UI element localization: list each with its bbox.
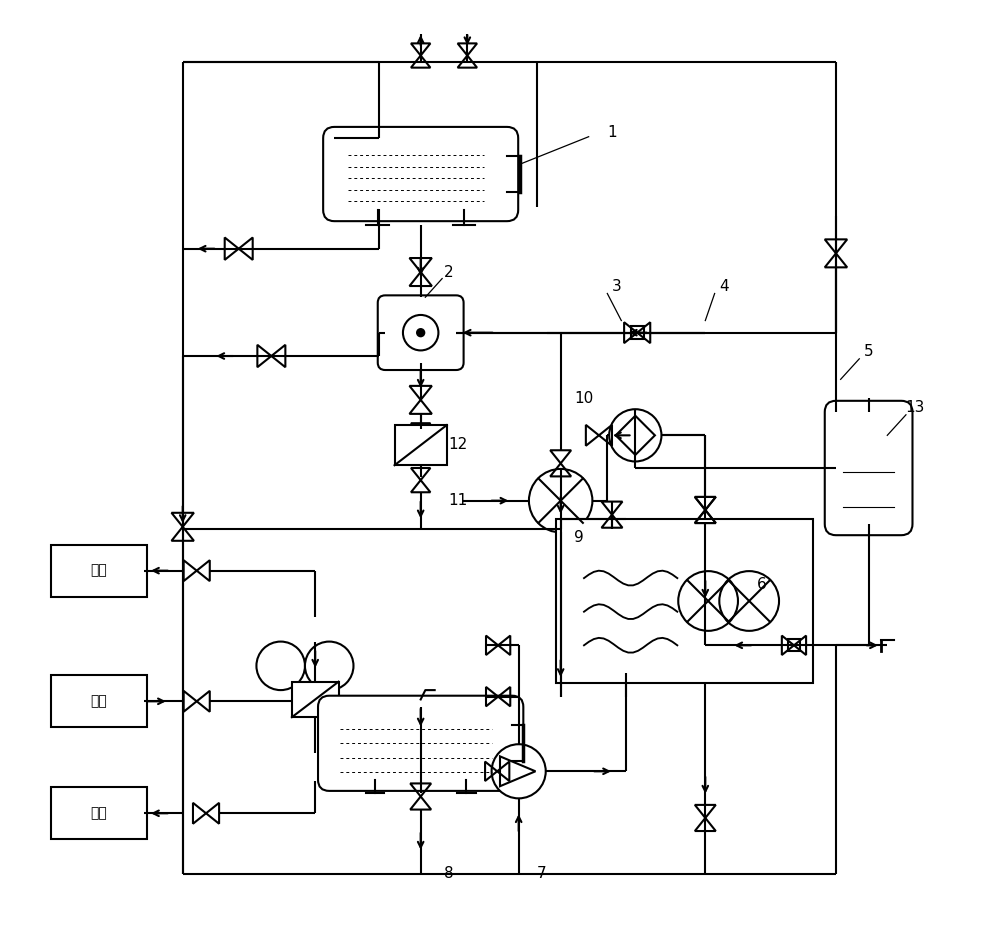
Text: 13: 13 xyxy=(906,400,925,415)
Circle shape xyxy=(609,409,661,461)
Circle shape xyxy=(305,641,353,690)
Text: 10: 10 xyxy=(574,390,594,405)
FancyBboxPatch shape xyxy=(378,296,464,370)
Text: 1: 1 xyxy=(607,124,617,139)
FancyBboxPatch shape xyxy=(51,787,147,840)
Text: 4: 4 xyxy=(719,279,729,294)
Text: 排油: 排油 xyxy=(90,563,107,578)
Text: 排污: 排污 xyxy=(90,806,107,820)
Bar xyxy=(292,681,339,717)
Text: 8: 8 xyxy=(444,867,453,882)
Text: 3: 3 xyxy=(612,279,622,294)
Circle shape xyxy=(403,314,438,350)
Bar xyxy=(395,425,447,465)
Text: 2: 2 xyxy=(444,265,453,280)
Text: 6: 6 xyxy=(756,578,766,592)
Circle shape xyxy=(492,744,546,798)
Text: 7: 7 xyxy=(537,867,547,882)
Bar xyxy=(788,639,800,651)
Bar xyxy=(631,326,644,339)
Text: 注油: 注油 xyxy=(90,695,107,709)
FancyBboxPatch shape xyxy=(825,401,912,535)
Text: 5: 5 xyxy=(864,344,873,358)
Text: 12: 12 xyxy=(448,437,468,452)
FancyBboxPatch shape xyxy=(51,545,147,597)
Text: 9: 9 xyxy=(574,531,584,546)
Bar xyxy=(556,519,813,682)
Circle shape xyxy=(256,641,305,690)
FancyBboxPatch shape xyxy=(318,695,523,791)
FancyBboxPatch shape xyxy=(51,675,147,727)
Circle shape xyxy=(529,469,592,533)
FancyBboxPatch shape xyxy=(323,127,518,221)
Circle shape xyxy=(416,328,425,337)
Text: 11: 11 xyxy=(448,493,468,508)
